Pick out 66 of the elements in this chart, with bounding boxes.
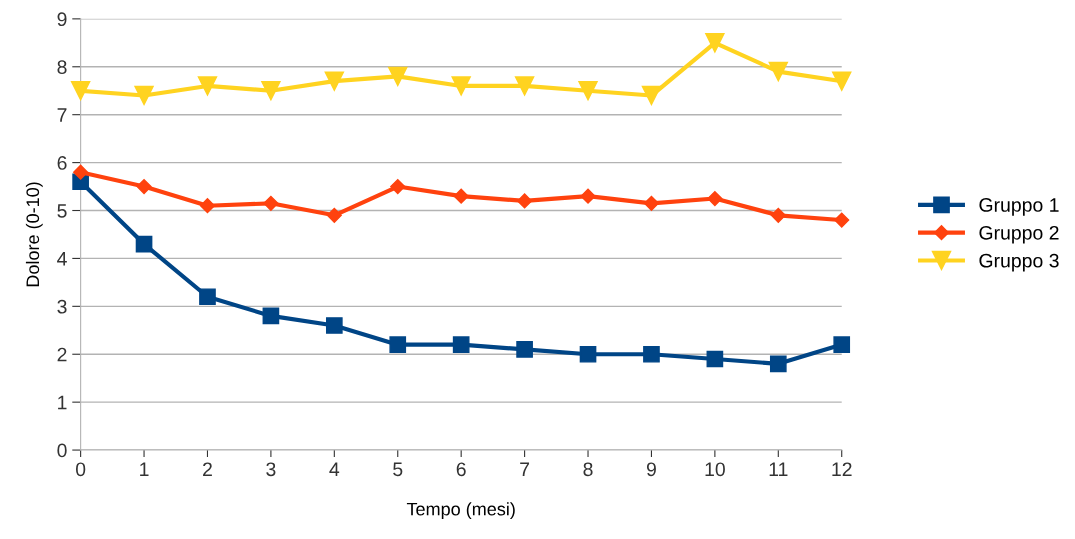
point: [262, 307, 280, 325]
x-tick-label: 9: [646, 462, 656, 477]
point: [706, 350, 724, 368]
y-tick-label: 3: [57, 299, 67, 314]
x-tick-label: 7: [520, 462, 530, 476]
point: [261, 81, 281, 101]
point: [452, 336, 470, 353]
x-tick-label: 12: [832, 462, 852, 476]
point: [70, 81, 91, 101]
point: [833, 336, 851, 353]
y-tick-label: 4: [57, 252, 67, 266]
y-tick-label: 7: [57, 108, 67, 122]
point: [832, 71, 852, 91]
point: [516, 341, 533, 358]
x-tick-label: 4: [329, 462, 340, 476]
point: [514, 76, 535, 96]
point: [769, 355, 787, 373]
y-tick-label: 9: [57, 12, 67, 27]
y-tick-label: 5: [57, 204, 67, 218]
y-axis-title: Dolore (0-10): [25, 182, 43, 287]
point: [451, 76, 471, 96]
x-tick-label: 5: [393, 462, 403, 477]
x-tick-label: 10: [705, 462, 725, 477]
point: [134, 85, 154, 106]
legend-label: Gruppo 2: [979, 225, 1059, 244]
point: [579, 345, 597, 363]
point: [389, 336, 407, 353]
point: [326, 207, 342, 223]
x-tick-label: 6: [456, 462, 466, 477]
point: [135, 235, 153, 253]
point: [768, 61, 789, 82]
point: [578, 81, 598, 101]
point: [324, 71, 345, 91]
x-tick-label: 1: [140, 462, 149, 476]
point: [136, 178, 152, 195]
point: [705, 33, 725, 53]
x-tick-label: 3: [266, 462, 276, 477]
x-tick-label: 11: [769, 462, 788, 476]
point: [453, 188, 469, 204]
point: [517, 193, 533, 209]
y-tick-label: 1: [58, 395, 67, 410]
point: [834, 212, 850, 228]
legend-label: Gruppo 3: [979, 253, 1059, 272]
x-tick-label: 2: [203, 462, 212, 476]
point: [580, 188, 596, 204]
y-tick-label: 8: [57, 60, 67, 75]
x-axis-title: Tempo (mesi): [406, 502, 515, 520]
legend-label: Gruppo 1: [979, 198, 1059, 216]
point: [643, 195, 660, 211]
point: [770, 207, 786, 223]
y-tick-label: 6: [57, 156, 67, 170]
point: [199, 288, 216, 306]
x-tick-label: 0: [75, 462, 86, 477]
point: [390, 178, 406, 195]
y-tick-label: 2: [57, 347, 67, 362]
y-tick-label: 0: [57, 443, 67, 458]
point: [643, 345, 660, 363]
point: [199, 198, 216, 214]
point: [641, 85, 662, 106]
point: [325, 317, 343, 334]
point: [263, 195, 279, 211]
point: [73, 164, 89, 180]
point: [707, 190, 723, 207]
x-tick-label: 8: [583, 462, 593, 477]
point: [197, 76, 218, 96]
point: [388, 66, 408, 87]
